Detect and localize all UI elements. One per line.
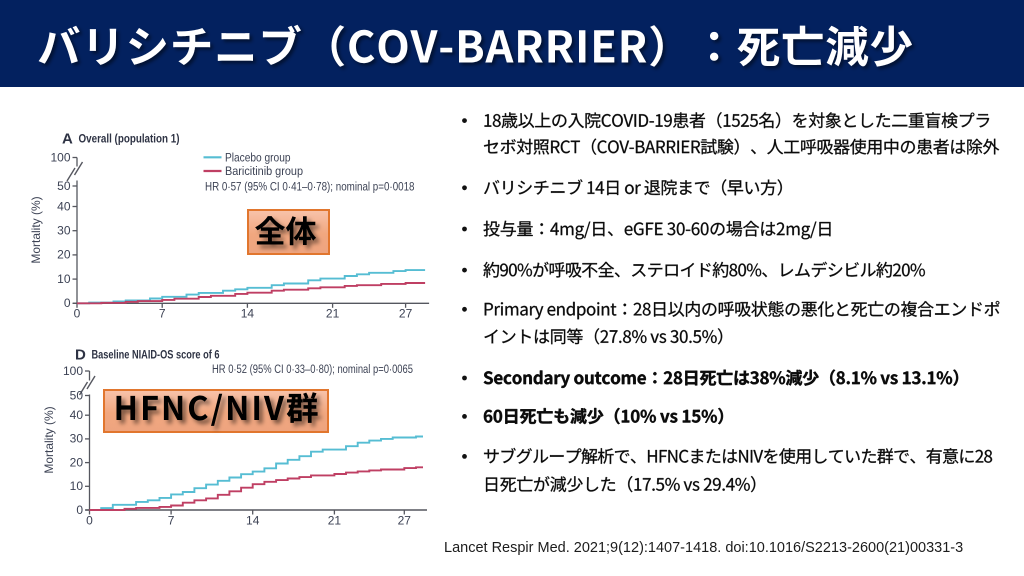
svg-text:Baricitinib group: Baricitinib group <box>225 164 303 178</box>
svg-text:0: 0 <box>86 514 93 528</box>
svg-text:Placebo group: Placebo group <box>225 150 291 164</box>
svg-text:10: 10 <box>70 479 84 493</box>
svg-text:20: 20 <box>70 455 84 469</box>
svg-text:0: 0 <box>76 503 83 517</box>
svg-text:30: 30 <box>70 432 84 446</box>
svg-text:7: 7 <box>168 514 175 528</box>
svg-text:HR 0·52 (95% CI 0·33–0·80); no: HR 0·52 (95% CI 0·33–0·80); nominal p=0·… <box>212 362 413 376</box>
svg-text:100: 100 <box>50 150 70 164</box>
svg-text:0: 0 <box>74 307 81 321</box>
svg-text:20: 20 <box>57 248 71 262</box>
svg-text:14: 14 <box>246 514 260 528</box>
svg-text:Mortality (%): Mortality (%) <box>42 406 56 473</box>
svg-text:50: 50 <box>70 388 84 402</box>
svg-text:10: 10 <box>57 272 71 286</box>
svg-text:100: 100 <box>63 364 83 378</box>
svg-text:0: 0 <box>64 296 71 310</box>
svg-text:Overall (population 1): Overall (population 1) <box>79 132 180 146</box>
svg-text:21: 21 <box>326 307 340 321</box>
svg-text:21: 21 <box>328 514 342 528</box>
svg-text:A: A <box>62 131 73 148</box>
svg-text:30: 30 <box>57 224 71 238</box>
svg-text:50: 50 <box>57 179 71 193</box>
svg-text:40: 40 <box>70 408 84 422</box>
svg-text:27: 27 <box>399 307 413 321</box>
svg-text:7: 7 <box>159 307 166 321</box>
svg-text:Baseline NIAID-OS score of 6: Baseline NIAID-OS score of 6 <box>92 348 220 362</box>
svg-text:HR 0·57 (95% CI 0·41–0·78); no: HR 0·57 (95% CI 0·41–0·78); nominal p=0·… <box>205 180 415 194</box>
svg-text:40: 40 <box>57 199 71 213</box>
svg-text:27: 27 <box>398 514 412 528</box>
svg-text:D: D <box>75 347 86 364</box>
svg-text:14: 14 <box>241 307 255 321</box>
svg-text:Mortality (%): Mortality (%) <box>29 196 43 263</box>
